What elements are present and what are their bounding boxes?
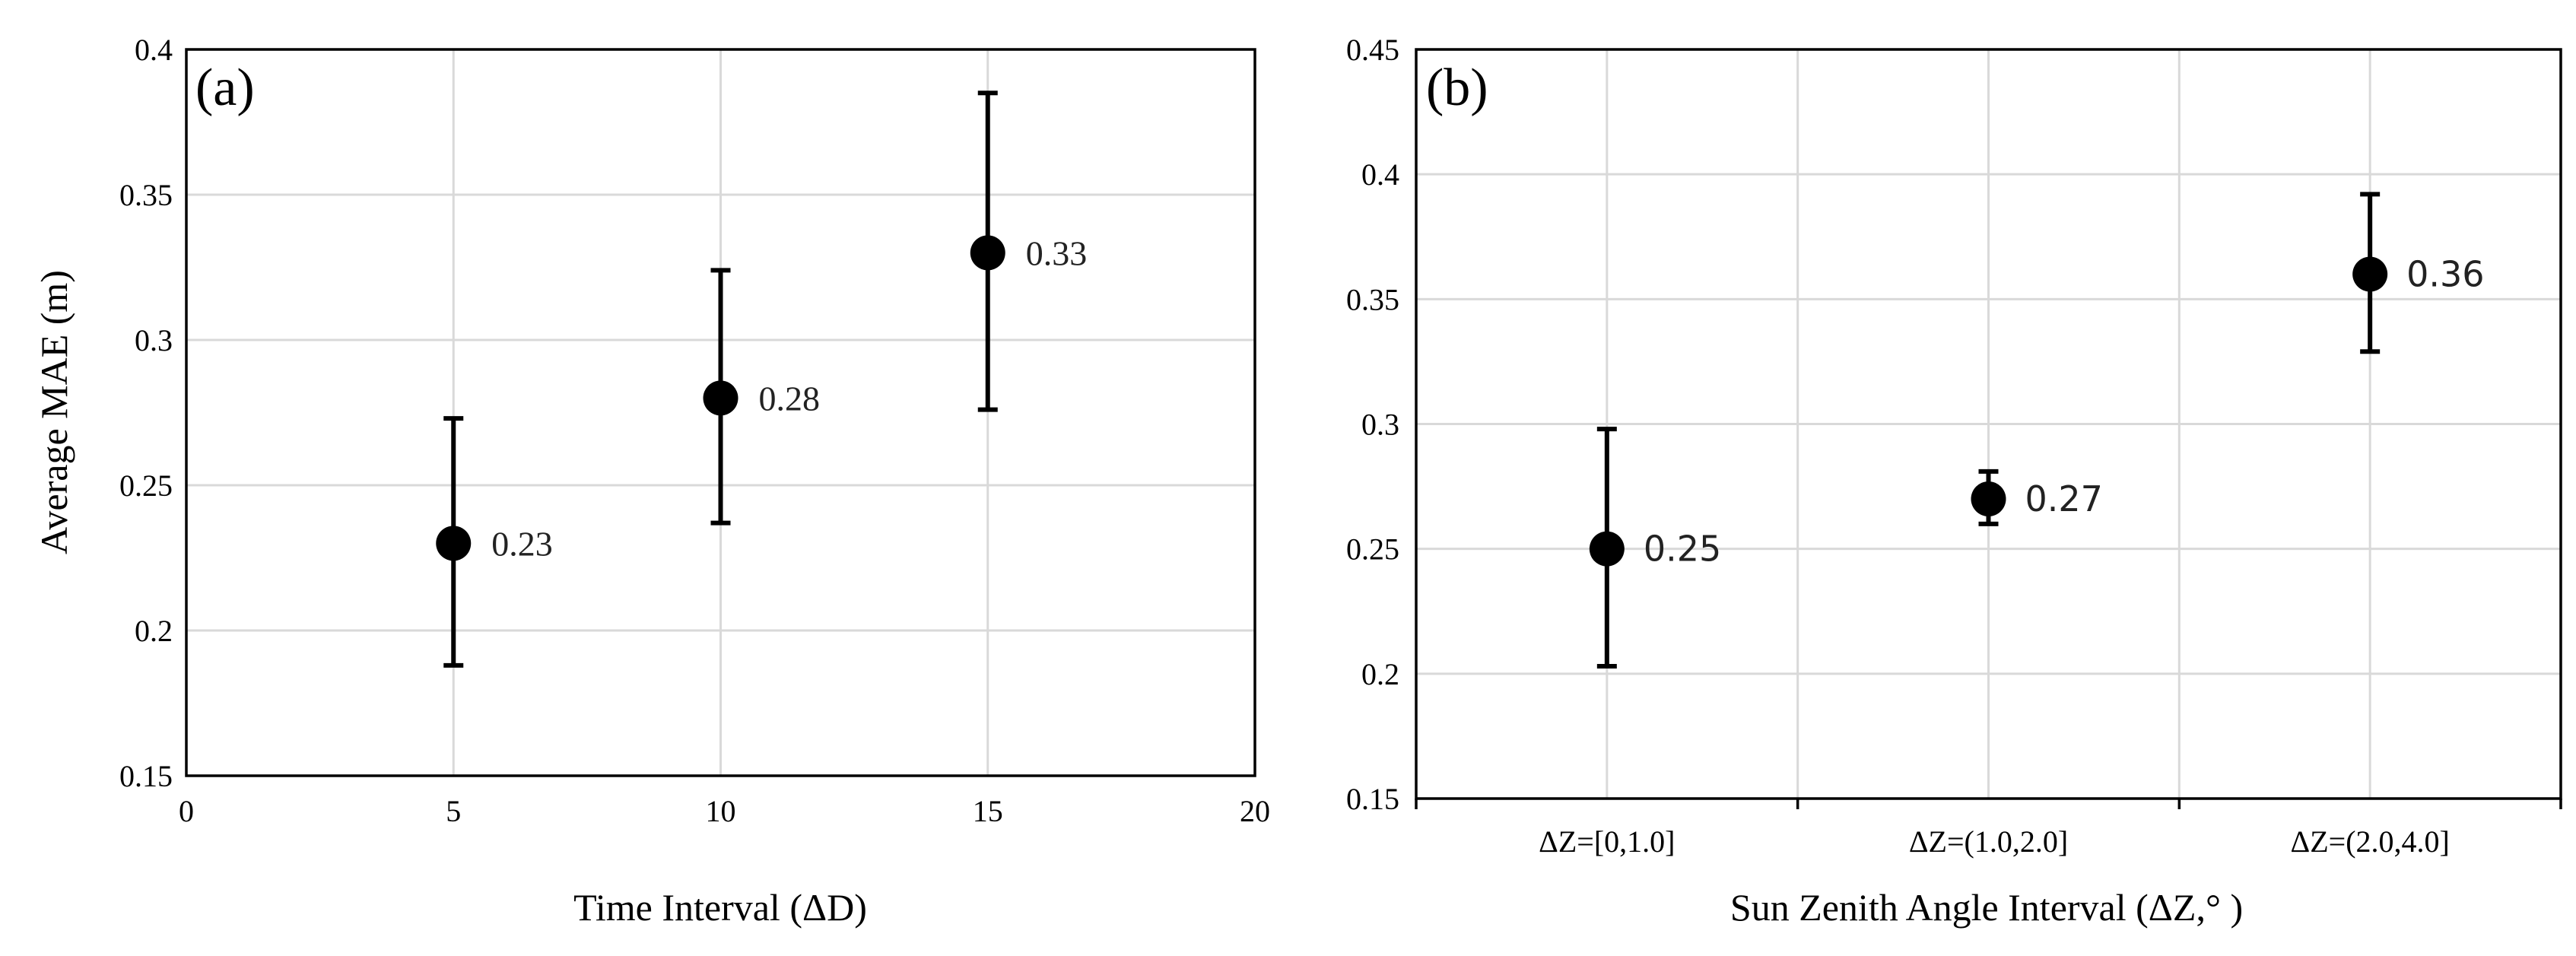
data-point — [703, 380, 738, 416]
data-point — [2352, 256, 2388, 292]
panel-label-b: (b) — [1426, 59, 1488, 117]
y-axis-label-a: Average MAE (m) — [33, 270, 75, 554]
x-tick-label: 5 — [446, 794, 461, 828]
data-label: 0.27 — [2025, 478, 2103, 519]
x-category-label: ΔZ=(1.0,2.0] — [1909, 824, 2068, 859]
y-tick-label: 0.45 — [1346, 33, 1399, 67]
y-tick-labels-a: 0.15 0.2 0.25 0.3 0.35 0.4 — [119, 33, 173, 793]
chart-panel-a: 0.150.20.250.30.350.4 0 5 10 15 20 0.230.280… — [33, 33, 1270, 929]
y-tick-label: 0.4 — [1361, 157, 1399, 192]
x-axis-label-b: Sun Zenith Angle Interval (ΔZ,° ) — [1730, 886, 2243, 929]
x-category-label: ΔZ=[0,1.0] — [1539, 824, 1675, 859]
data-labels-a: 0.23 0.28 0.33 — [491, 233, 1087, 563]
data-points-b — [1589, 256, 2388, 567]
data-point — [1971, 481, 2006, 516]
data-point — [436, 526, 472, 561]
y-tick-label: 0.2 — [135, 614, 173, 648]
x-tick-labels-a: 0 5 10 15 20 — [179, 794, 1270, 828]
y-tick-label: 0.35 — [1346, 282, 1399, 316]
y-tick-label: 0.4 — [135, 33, 173, 67]
y-tick-label: 0.3 — [1361, 408, 1399, 442]
y-tick-labels-b: 0.15 0.2 0.25 0.3 0.35 0.4 0.45 — [1346, 33, 1399, 816]
y-tick-label: 0.3 — [135, 323, 173, 357]
grid-lines-b — [1415, 49, 2562, 809]
y-tick-label: 0.35 — [119, 178, 173, 212]
data-point — [1589, 531, 1625, 567]
y-tick-label: 0.15 — [1346, 782, 1399, 816]
x-tick-label: 20 — [1240, 794, 1270, 828]
x-category-labels-b: ΔZ=[0,1.0] ΔZ=(1.0,2.0] ΔZ=(2.0,4.0] — [1539, 824, 2450, 859]
data-label: 0.25 — [1644, 529, 1721, 570]
data-label: 0.28 — [759, 379, 821, 418]
data-labels-b: 0.25 0.27 0.36 — [1644, 254, 2485, 570]
y-tick-label: 0.25 — [119, 468, 173, 503]
data-points-a — [436, 235, 1005, 561]
x-category-label: ΔZ=(2.0,4.0] — [2290, 824, 2449, 859]
data-label: 0.33 — [1026, 233, 1088, 272]
y-tick-label: 0.2 — [1361, 657, 1399, 691]
data-label: 0.23 — [491, 524, 553, 563]
x-tick-label: 10 — [706, 794, 736, 828]
x-axis-label-a: Time Interval (ΔD) — [573, 886, 867, 929]
panel-label-a: (a) — [195, 59, 255, 117]
plot-area-frame-b — [1415, 48, 2562, 800]
y-tick-label: 0.15 — [119, 759, 173, 793]
y-tick-label: 0.25 — [1346, 532, 1399, 567]
x-tick-label: 15 — [973, 794, 1003, 828]
chart-panel-b: 0.15 0.2 0.25 0.3 0.35 0.4 0.45 ΔZ=[0,1.0] ΔZ=(… — [1346, 33, 2562, 929]
data-label: 0.36 — [2406, 254, 2484, 295]
plot-area-frame-a — [185, 48, 1256, 777]
x-tick-label: 0 — [179, 794, 194, 828]
data-point — [970, 235, 1005, 271]
